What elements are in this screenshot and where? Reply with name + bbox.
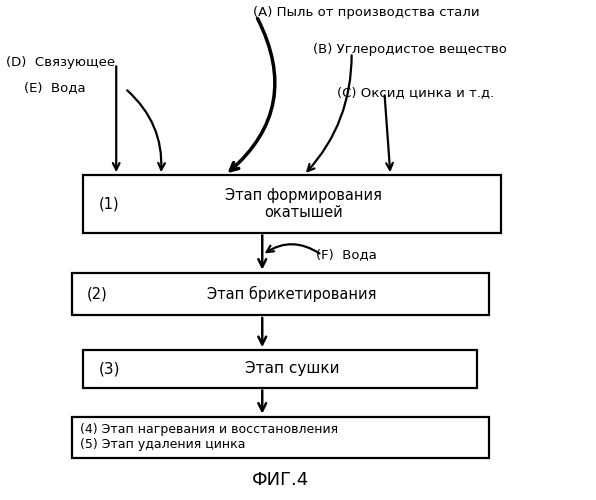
Text: (D)  Связующее: (D) Связующее bbox=[6, 56, 115, 69]
Text: (1): (1) bbox=[98, 196, 119, 211]
FancyArrowPatch shape bbox=[384, 96, 393, 170]
Text: Этап формирования
окатышей: Этап формирования окатышей bbox=[225, 188, 383, 220]
FancyBboxPatch shape bbox=[83, 175, 501, 233]
Text: (2): (2) bbox=[86, 286, 107, 301]
FancyArrowPatch shape bbox=[308, 56, 352, 171]
Text: (4) Этап нагревания и восстановления
(5) Этап удаления цинка: (4) Этап нагревания и восстановления (5)… bbox=[80, 423, 339, 451]
FancyArrowPatch shape bbox=[113, 66, 120, 170]
Text: Этап сушки: Этап сушки bbox=[245, 361, 339, 376]
FancyArrowPatch shape bbox=[230, 18, 275, 171]
Text: ФИГ.4: ФИГ.4 bbox=[252, 471, 309, 489]
FancyBboxPatch shape bbox=[72, 272, 489, 315]
Text: (E)  Вода: (E) Вода bbox=[24, 81, 85, 94]
FancyArrowPatch shape bbox=[127, 90, 165, 170]
FancyBboxPatch shape bbox=[83, 350, 477, 388]
Text: Этап брикетирования: Этап брикетирования bbox=[207, 286, 377, 302]
FancyBboxPatch shape bbox=[72, 416, 489, 458]
Text: (B) Углеродистое вещество: (B) Углеродистое вещество bbox=[313, 44, 507, 57]
Text: (C) Оксид цинка и т.д.: (C) Оксид цинка и т.д. bbox=[337, 86, 494, 99]
Text: (A) Пыль от производства стали: (A) Пыль от производства стали bbox=[253, 6, 480, 19]
Text: (F)  Вода: (F) Вода bbox=[316, 248, 377, 262]
Text: (3): (3) bbox=[98, 361, 120, 376]
FancyArrowPatch shape bbox=[266, 244, 319, 254]
